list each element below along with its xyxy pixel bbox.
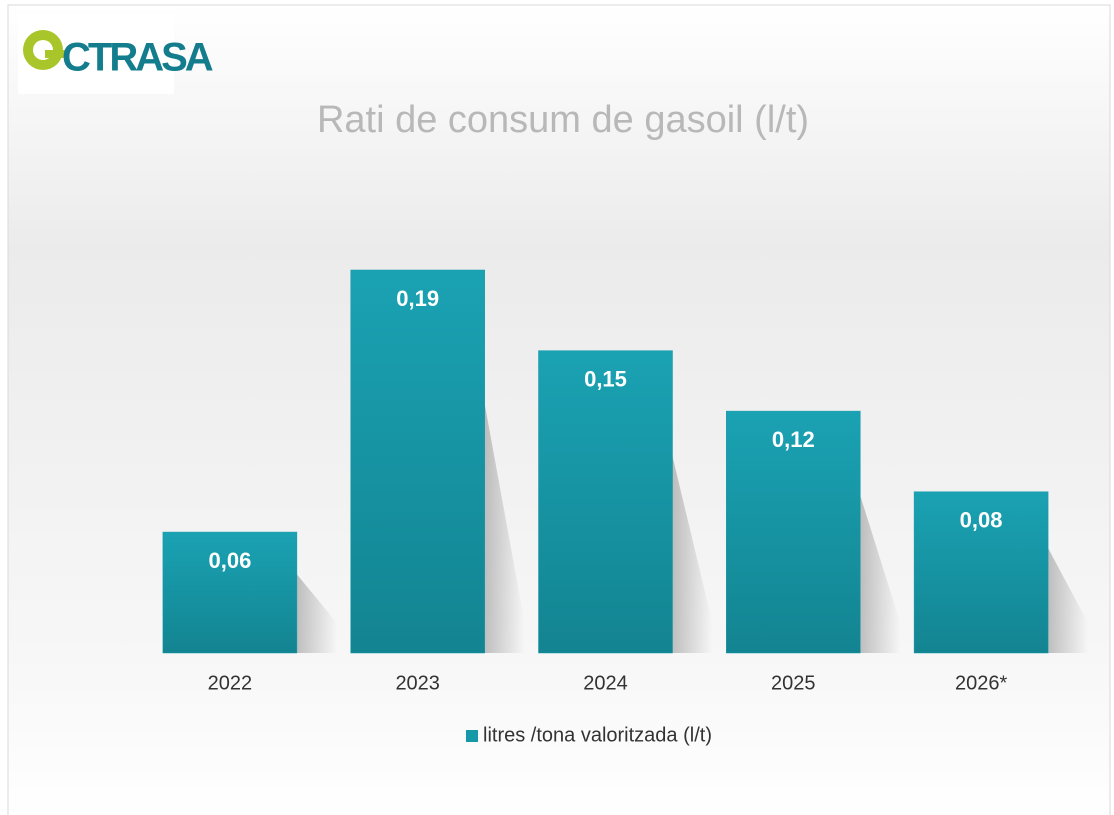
legend-swatch bbox=[466, 730, 478, 742]
bar-shadow bbox=[860, 495, 901, 653]
bar-shadow bbox=[672, 456, 713, 653]
bar bbox=[726, 410, 861, 654]
logo-text: CTRASA bbox=[62, 36, 213, 80]
chart-title: Rati de consum de gasoil (l/t) bbox=[317, 99, 809, 141]
x-tick-label: 2026* bbox=[955, 672, 1007, 694]
bar bbox=[913, 491, 1049, 654]
bar-shadow bbox=[296, 574, 337, 653]
logo: CTRASA bbox=[18, 14, 216, 94]
bar bbox=[162, 531, 298, 654]
x-tick-label: 2022 bbox=[208, 672, 253, 694]
bar bbox=[538, 350, 673, 654]
bar-shadow bbox=[484, 404, 525, 653]
data-label: 0,15 bbox=[584, 366, 627, 391]
data-label: 0,12 bbox=[772, 427, 815, 452]
data-label: 0,08 bbox=[960, 508, 1003, 533]
legend-label: litres /tona valoritzada (l/t) bbox=[483, 724, 712, 746]
x-tick-label: 2024 bbox=[583, 672, 628, 694]
x-tick-label: 2023 bbox=[395, 672, 440, 694]
bar bbox=[350, 269, 485, 654]
data-label: 0,06 bbox=[208, 548, 251, 573]
x-tick-label: 2025 bbox=[771, 672, 816, 694]
bar-shadow bbox=[1048, 548, 1089, 653]
data-label: 0,19 bbox=[396, 286, 439, 311]
